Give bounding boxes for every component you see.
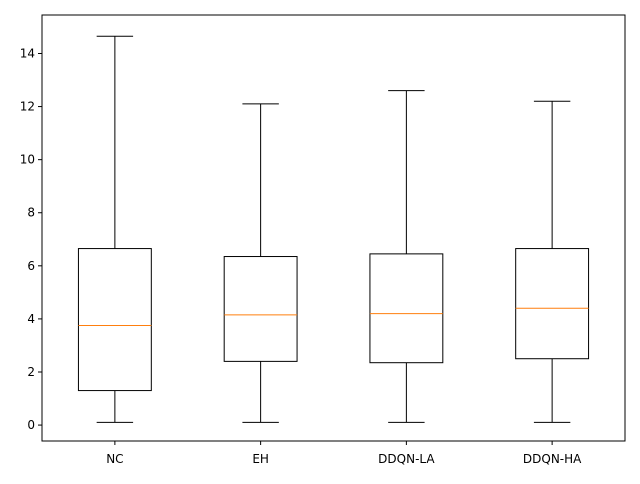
- x-tick-label: NC: [106, 452, 123, 466]
- iqr-box: [369, 253, 444, 364]
- box-eh: [223, 103, 298, 423]
- iqr-box: [223, 256, 298, 362]
- y-tick-label: 12: [20, 100, 35, 114]
- y-tick-label: 10: [20, 153, 35, 167]
- y-tick-label: 2: [27, 365, 35, 379]
- x-tick-label: DDQN-LA: [378, 452, 435, 466]
- axes-frame: [41, 14, 626, 442]
- x-tick-label: EH: [252, 452, 269, 466]
- y-tick-label: 8: [27, 206, 35, 220]
- plot-layer: [77, 35, 590, 423]
- box-nc: [77, 35, 152, 423]
- x-tick-label: DDQN-HA: [523, 452, 582, 466]
- iqr-box: [77, 248, 152, 392]
- axis-layer: 0 2 4 6 8 10 12 14 NC EH DDQN-LA DDQN-HA: [20, 14, 626, 466]
- box-ddqn-la: [369, 90, 444, 423]
- y-tick-label: 4: [27, 312, 35, 326]
- box-ddqn-ha: [515, 100, 590, 423]
- y-tick-label: 6: [27, 259, 35, 273]
- iqr-box: [515, 248, 590, 360]
- y-tick-label: 14: [20, 46, 35, 60]
- y-tick-label: 0: [27, 418, 35, 432]
